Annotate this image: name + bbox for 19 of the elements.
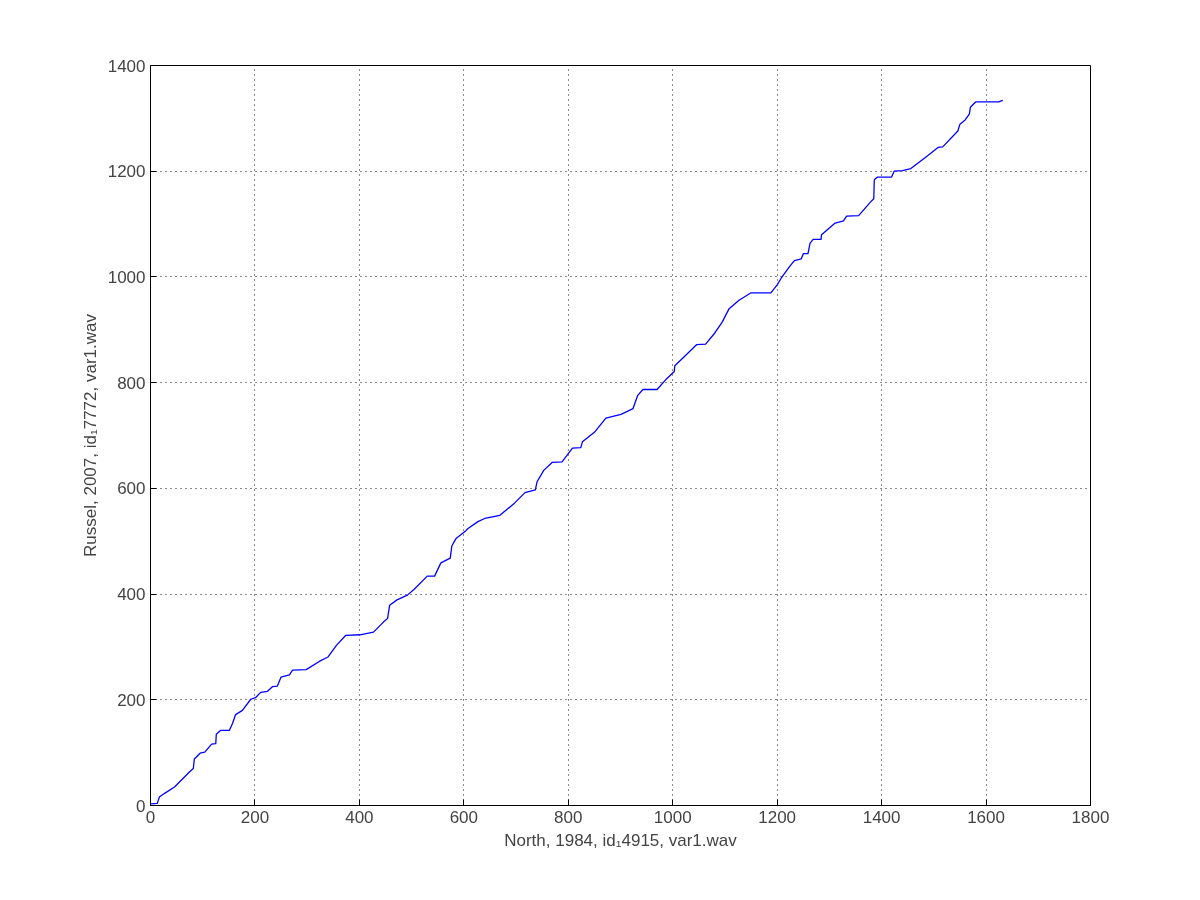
y-tick-label: 1200 <box>107 162 146 182</box>
x-tick-label: 1400 <box>862 807 901 827</box>
y-axis-title: Russel, 2007, id₁7772, var1.wav <box>80 313 100 557</box>
x-tick-label: 200 <box>240 807 270 827</box>
y-tick-label: 800 <box>117 373 146 393</box>
x-tick-label: 800 <box>554 807 583 827</box>
y-tick-label: 1400 <box>107 56 146 76</box>
y-tick-label: 400 <box>117 585 146 605</box>
y-tick-label: 600 <box>117 479 146 499</box>
x-tick-label: 1600 <box>967 807 1005 827</box>
x-axis-title: North, 1984, id₁4915, var1.wav <box>504 830 738 850</box>
x-tick-label: 400 <box>345 807 374 827</box>
line-series <box>150 99 1004 805</box>
x-tick-label: 1800 <box>1071 807 1110 827</box>
y-tick-label: 1000 <box>107 267 146 287</box>
x-tick-label: 1200 <box>758 807 797 827</box>
y-tick-label: 200 <box>117 690 146 710</box>
x-tick-label: 600 <box>449 807 479 827</box>
x-tick-label: 1000 <box>653 807 692 827</box>
